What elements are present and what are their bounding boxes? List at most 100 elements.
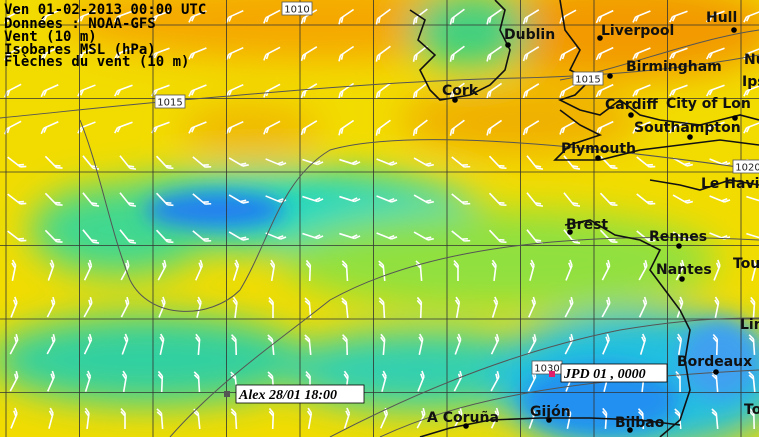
city-label: Dublin [504,27,555,43]
city-label: Southampton [634,120,741,136]
wind-arrow [706,10,725,23]
wind-arrow [632,84,651,97]
wind-arrow [522,83,540,99]
wind-arrow [713,259,721,281]
wind-arrow [491,259,497,282]
city-dot [628,112,634,118]
wind-arrow [232,259,240,281]
wind-arrow [712,333,719,356]
wind-arrow [413,194,434,204]
city-dot [546,417,552,423]
wind-arrow [522,120,540,136]
isobar-label-box [281,1,313,16]
wind-arrow [491,296,499,318]
boat-marker [224,391,230,397]
header: Ven 01-02-2013 00:00 UTC Données : NOAA-… [4,2,206,70]
wind-arrow [488,229,507,244]
boat-marker [549,371,555,377]
wind-arrow [632,10,651,23]
wind-arrow [563,155,581,170]
wind-arrow [522,9,540,25]
wind-arrow [486,8,503,25]
wind-arrow [48,407,54,429]
wind-arrow [714,296,720,318]
wind-arrow [188,84,207,97]
wind-arrow [559,120,577,135]
city-dot [731,27,737,33]
wind-arrow [706,84,725,97]
wind-arrow [230,334,238,356]
wind-arrow [304,334,312,356]
wind-arrow [268,297,274,319]
wind-arrow [453,407,463,429]
wind-arrow [566,407,572,429]
wind-arrow [488,192,507,207]
wind-arrow [195,333,201,356]
wind-arrow [748,371,756,393]
wind-arrow [490,407,500,429]
wind-arrow [564,296,574,318]
wind-arrow [188,121,207,134]
wind-arrow [342,334,349,356]
wind-arrow [375,8,391,25]
city-dot [597,35,603,41]
wind-arrow [639,333,647,355]
wind-arrow [155,155,174,170]
wind-arrow [488,155,507,170]
wind-arrow [451,230,471,242]
city-label: Tou [733,256,759,272]
wind-arrow [490,370,500,392]
wind-arrow [378,260,386,282]
labels: 1010 1015 1015 1020 1030 Hull Dublin Liverpool B… [154,1,759,433]
city-label: Le Havi [701,176,759,192]
wind-arrow [526,155,544,170]
wind-arrow [632,47,651,60]
wind-arrow [380,333,386,356]
wind-arrow [416,296,423,319]
city-label: Liverpool [601,23,674,39]
wind-arrow [47,259,55,281]
wind-arrow [451,156,471,168]
wind-arrow [417,370,425,392]
wind-arrow [156,408,164,430]
wind-arrow [114,47,133,60]
wind-arrow [412,8,428,25]
wind-arrow [376,195,398,203]
wind-arrow [7,230,27,242]
wind-arrow [449,8,465,25]
wind-arrow [120,259,130,281]
wind-arrow [636,230,656,242]
city-dot [687,134,693,140]
wind-arrow [526,192,544,207]
boat-label-box [560,363,668,383]
city-label: Brest [566,217,608,233]
wind-arrow [263,120,281,135]
wind-arrow [706,47,725,60]
wind-arrow [636,156,656,168]
wind-arrow [159,333,165,355]
wind-arrow [158,296,166,318]
wind-arrow [7,193,27,205]
isobar-label: 1030 [534,364,559,375]
wind-arrow [9,370,19,392]
wind-arrow [121,370,128,393]
city-dot [567,229,573,235]
city-dot [505,42,511,48]
wind-arrow [749,296,756,319]
city-label: Bordeaux [677,354,752,370]
wind-arrow [114,121,133,134]
wind-arrow [267,334,275,356]
wind-arrow [228,157,249,167]
wind-arrow [114,84,133,97]
wind-arrow [749,408,755,430]
wind-arrow [595,83,614,98]
wind-arrow [155,229,174,244]
wind-arrow [676,333,683,356]
wind-arrow [232,296,238,319]
wind-arrow [40,47,59,61]
wind-arrow [601,259,611,281]
wind-arrow [265,232,287,240]
wind-arrow [669,47,688,60]
wind-arrow [416,407,426,429]
